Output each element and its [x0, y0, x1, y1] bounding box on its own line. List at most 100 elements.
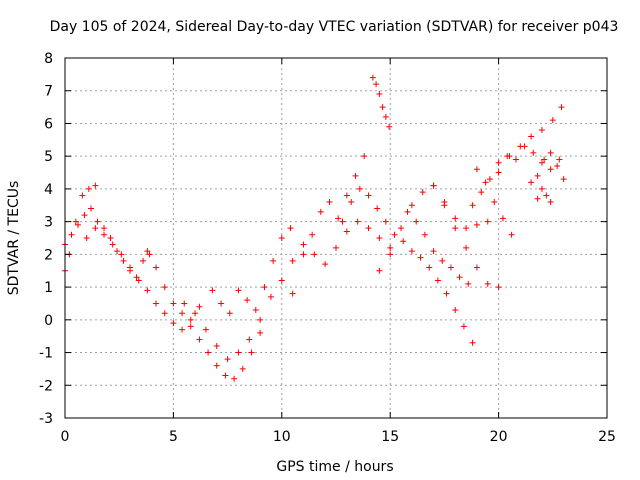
series-arc-f	[209, 225, 294, 317]
data-point	[213, 343, 220, 349]
data-point	[352, 172, 359, 179]
data-point	[499, 215, 506, 222]
data-point	[118, 251, 125, 258]
data-point	[120, 257, 127, 264]
data-point	[322, 261, 329, 268]
data-point	[443, 290, 450, 297]
data-point	[146, 251, 153, 258]
series-arc-k	[376, 182, 502, 291]
data-point	[495, 159, 502, 166]
data-point	[356, 185, 363, 192]
data-point	[387, 251, 394, 258]
data-point	[386, 123, 393, 130]
y-tick-label: 2	[44, 247, 53, 263]
data-point	[257, 316, 264, 323]
data-point	[382, 113, 389, 120]
data-point	[257, 329, 264, 336]
data-point	[365, 192, 372, 199]
data-point	[447, 264, 454, 271]
data-point	[205, 349, 212, 356]
y-tick-label: -1	[39, 346, 53, 362]
data-point	[379, 104, 386, 111]
data-point	[469, 339, 476, 346]
data-point	[558, 104, 565, 111]
data-point	[270, 257, 277, 264]
data-point	[170, 300, 177, 307]
series-arc-e	[181, 277, 296, 363]
data-point	[421, 231, 428, 238]
data-point	[133, 274, 140, 281]
x-tick-label: 25	[598, 429, 616, 445]
data-point	[326, 199, 333, 205]
x-axis-title: GPS time / hours	[276, 459, 393, 475]
data-point	[354, 218, 361, 225]
x-tick-label: 5	[169, 429, 178, 445]
series-arc-l	[404, 166, 515, 287]
data-point	[153, 300, 160, 307]
data-point	[512, 156, 519, 163]
data-point	[335, 215, 342, 222]
data-point	[244, 297, 251, 304]
axis-ticks	[64, 57, 608, 419]
data-point	[246, 336, 253, 343]
data-point	[289, 290, 296, 297]
data-point	[248, 349, 255, 356]
data-point	[287, 225, 294, 232]
data-point	[560, 176, 567, 183]
data-point	[473, 264, 480, 271]
data-point	[278, 235, 285, 241]
data-point	[226, 310, 233, 317]
data-point	[452, 215, 459, 222]
data-point	[140, 257, 147, 264]
data-point	[528, 179, 535, 186]
data-point	[376, 235, 383, 241]
data-point	[209, 287, 216, 294]
data-point	[460, 323, 467, 330]
data-point	[504, 153, 511, 160]
data-point	[107, 235, 114, 241]
data-point	[88, 205, 95, 212]
y-tick-label: 7	[44, 84, 53, 100]
data-point	[114, 248, 121, 255]
data-point	[495, 284, 502, 291]
data-point	[430, 248, 437, 255]
data-point	[187, 316, 194, 323]
data-point	[135, 277, 142, 284]
data-point	[484, 280, 491, 287]
data-point	[530, 149, 537, 156]
data-point	[300, 241, 307, 248]
data-point	[79, 192, 86, 199]
data-point	[430, 182, 437, 189]
data-point	[300, 251, 307, 258]
data-point	[179, 310, 186, 317]
series-arc-h	[300, 153, 368, 258]
data-point	[441, 199, 448, 205]
data-point	[547, 166, 554, 173]
data-point	[196, 336, 203, 343]
data-point	[382, 218, 389, 225]
data-point	[549, 117, 556, 124]
data-point	[161, 310, 168, 317]
series-arc-n	[469, 143, 563, 209]
data-point	[543, 192, 550, 199]
data-point	[482, 179, 489, 186]
data-point	[68, 231, 75, 238]
data-point	[224, 356, 231, 363]
data-point	[343, 192, 350, 199]
data-points	[62, 74, 567, 382]
series-arc-i	[339, 185, 476, 346]
data-point	[417, 254, 424, 261]
data-point	[538, 159, 545, 166]
data-point	[202, 326, 209, 333]
data-point	[413, 218, 420, 225]
data-point	[538, 185, 545, 192]
data-point	[463, 225, 470, 232]
y-tick-label: 3	[44, 215, 53, 231]
data-point	[426, 264, 433, 271]
x-tick-label: 10	[273, 429, 291, 445]
data-point	[547, 149, 554, 156]
y-tick-label: 5	[44, 149, 53, 165]
grid-lines	[65, 58, 607, 418]
chart-title: Day 105 of 2024, Sidereal Day-to-day VTE…	[50, 19, 619, 35]
data-point	[170, 320, 177, 327]
